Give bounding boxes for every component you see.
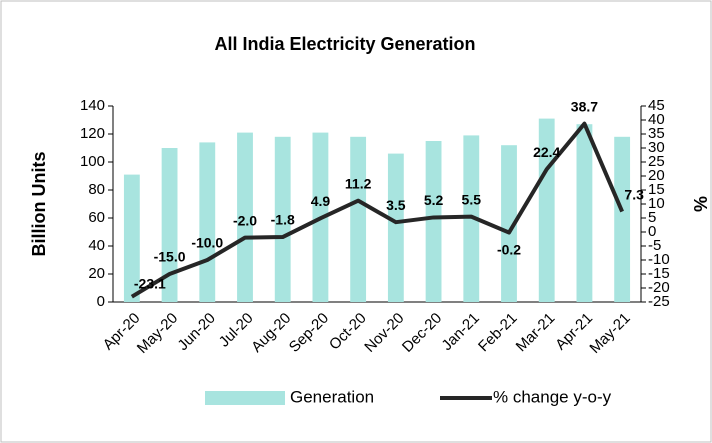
data-label: 5.5 [462,191,482,207]
y2-tick-label: 0 [648,223,656,240]
y-tick-label: 120 [80,125,105,142]
y2-tick-label: 35 [648,125,665,142]
bar [425,141,442,302]
data-label: 5.2 [424,192,444,208]
y2-axis-label: % [691,196,711,212]
y2-tick-label: -25 [648,293,670,310]
data-label: -10.0 [191,235,223,251]
data-label: -0.2 [497,241,521,257]
data-label: -2.0 [233,212,257,228]
y2-tick-label: -5 [648,237,661,254]
data-label: 11.2 [345,175,372,191]
legend-swatch [205,391,285,405]
y2-tick-label: 15 [648,181,665,198]
y2-tick-label: 10 [648,195,665,212]
bar [387,153,404,302]
data-label: 4.9 [311,193,331,209]
y-tick-label: 20 [88,265,105,282]
y-tick-label: 60 [88,209,105,226]
y2-tick-label: -10 [648,251,670,268]
line [130,121,624,299]
legend-label: Generation [290,387,374,406]
y-tick-label: 140 [80,97,105,114]
bar [274,136,291,302]
data-label: 7.3 [624,186,644,202]
y2-tick-label: 45 [648,97,665,114]
bar [199,142,216,302]
data-label: 22.4 [533,144,560,160]
bar [123,174,140,302]
bar [350,136,367,302]
y-tick-label: 0 [97,293,105,310]
y-tick-label: 100 [80,153,105,170]
legend-label: % change y-o-y [493,387,612,406]
bar [237,132,253,302]
data-label: -23.1 [134,275,166,291]
bar [576,124,593,302]
y-axis-label: Billion Units [29,152,49,257]
y2-tick-label: -15 [648,265,670,282]
chart-title: All India Electricity Generation [214,34,475,54]
y2-tick-label: -20 [648,279,670,296]
data-label: 3.5 [386,197,406,213]
bar [501,145,517,302]
y2-tick-label: 30 [648,139,665,156]
bar [161,148,178,302]
y-tick-label: 40 [88,237,105,254]
data-label: -15.0 [154,249,186,265]
data-label: -1.8 [271,212,295,228]
bar [614,136,631,302]
y2-tick-label: 5 [648,209,656,226]
y2-tick-label: 40 [648,111,665,128]
data-label: 38.7 [571,98,598,114]
y2-tick-label: 25 [648,153,665,170]
y2-tick-label: 20 [648,167,665,184]
y-tick-label: 80 [88,181,105,198]
